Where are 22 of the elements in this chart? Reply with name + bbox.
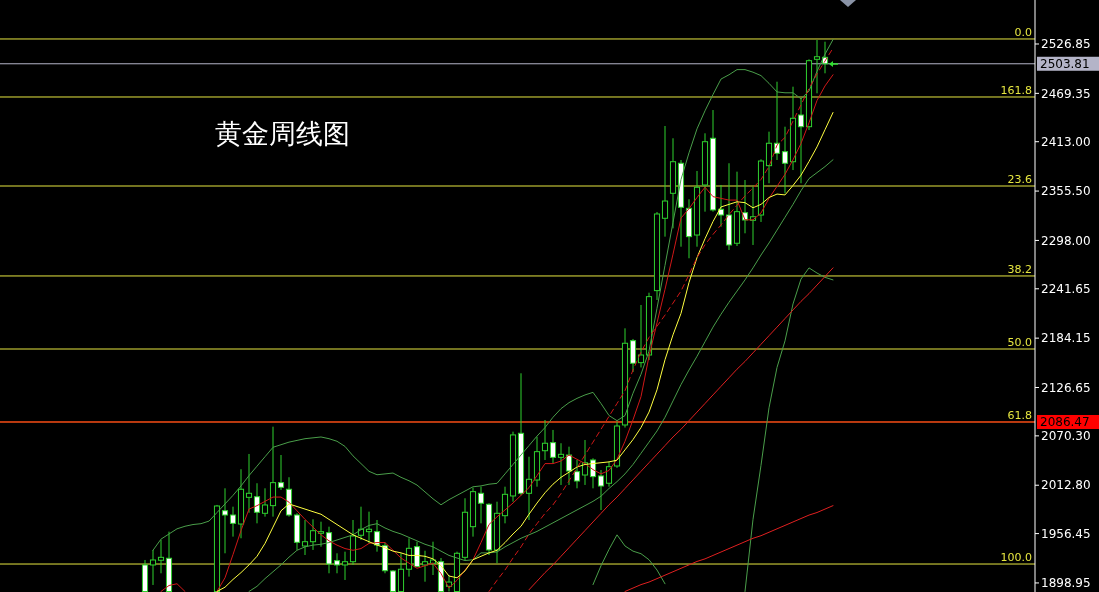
text: 61.8 — [1007, 408, 1032, 422]
y-tick-label: 2241.65 — [1041, 281, 1091, 296]
y-tick-label: 2184.15 — [1041, 331, 1091, 346]
text: 黄金周线图 — [215, 118, 350, 149]
y-tick-label: 2012.80 — [1041, 478, 1091, 493]
y-tick-label: 2526.85 — [1041, 37, 1091, 52]
y-tick-label: 1898.95 — [1041, 576, 1091, 591]
y-tick-label: 2298.00 — [1041, 233, 1091, 248]
ref-line-label: 2503.81 — [1040, 56, 1090, 71]
y-tick-label: 2413.00 — [1041, 134, 1091, 149]
y-tick-label: 1956.45 — [1041, 526, 1091, 541]
text: 38.2 — [1007, 262, 1032, 276]
text: 0.0 — [1014, 25, 1032, 39]
text: 161.8 — [1000, 83, 1032, 97]
y-tick-label: 2355.50 — [1041, 184, 1091, 199]
text: 50.0 — [1007, 336, 1032, 349]
y-tick-label: 2469.35 — [1041, 86, 1091, 101]
y-tick-label: 2126.65 — [1041, 380, 1091, 395]
text: 100.0 — [1000, 551, 1032, 565]
ref-line-label: 2086.47 — [1040, 415, 1090, 430]
text: 23.6 — [1007, 173, 1032, 186]
y-tick-label: 2070.30 — [1041, 429, 1091, 444]
